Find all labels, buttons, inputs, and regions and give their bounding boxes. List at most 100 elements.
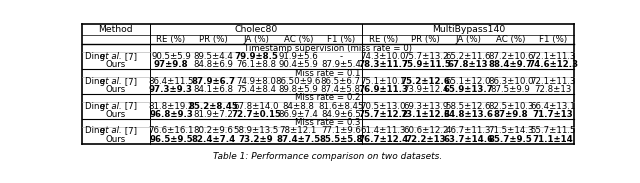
Text: et al.: et al. [100, 102, 122, 111]
Text: -: - [339, 52, 342, 61]
Text: 66.4±13.1: 66.4±13.1 [531, 102, 576, 111]
Text: PR (%): PR (%) [199, 35, 228, 44]
Text: Table 1: Performance comparison on two datasets.: Table 1: Performance comparison on two d… [213, 152, 443, 161]
Text: 74.9±8.0: 74.9±8.0 [236, 77, 276, 86]
Text: 96.5±9.5: 96.5±9.5 [149, 135, 193, 144]
Text: 71.1±14: 71.1±14 [533, 135, 573, 144]
Text: 75.4±8.4: 75.4±8.4 [236, 85, 276, 94]
Text: 76.9±11.3: 76.9±11.3 [358, 85, 408, 94]
Text: 76.1±8.8: 76.1±8.8 [236, 60, 276, 69]
Text: [7]: [7] [122, 102, 137, 111]
Text: 69.3±13.9: 69.3±13.9 [403, 102, 449, 111]
Text: 81.9±7.2: 81.9±7.2 [193, 110, 234, 119]
Text: 86.9±7.4: 86.9±7.4 [278, 110, 318, 119]
Text: 85.2±8.45: 85.2±8.45 [189, 102, 238, 111]
Text: Miss rate = 0.3: Miss rate = 0.3 [295, 118, 361, 127]
Text: 87.4±5.8: 87.4±5.8 [321, 85, 361, 94]
Text: 73.9±12.4: 73.9±12.4 [403, 85, 449, 94]
Text: 87.2±10.6: 87.2±10.6 [488, 52, 534, 61]
Text: 78±12.1: 78±12.1 [280, 126, 317, 135]
Text: Timestamp supervision (miss rate = 0): Timestamp supervision (miss rate = 0) [244, 44, 412, 53]
Text: 71.5±14.3: 71.5±14.3 [488, 126, 534, 135]
Text: 75.9±11.5: 75.9±11.5 [401, 60, 451, 69]
Text: Ding: Ding [84, 102, 108, 111]
Text: 97±9.8: 97±9.8 [154, 60, 188, 69]
Text: 65.1±12.0: 65.1±12.0 [445, 77, 491, 86]
Text: et al.: et al. [100, 52, 122, 61]
Text: 72.2±13: 72.2±13 [406, 135, 446, 144]
Text: 81.6±8.45: 81.6±8.45 [318, 102, 364, 111]
Text: Ours: Ours [106, 135, 126, 144]
Text: 84.8±6.9: 84.8±6.9 [193, 60, 234, 69]
Text: Ding: Ding [84, 126, 108, 135]
Text: 84.1±6.8: 84.1±6.8 [193, 85, 234, 94]
Text: RE (%): RE (%) [156, 35, 186, 44]
Text: 82.4±7.4: 82.4±7.4 [191, 135, 236, 144]
Text: 87.5±9.9: 87.5±9.9 [491, 85, 531, 94]
Text: 74.3±10.0: 74.3±10.0 [360, 52, 406, 61]
Text: 58.9±13.5: 58.9±13.5 [233, 126, 278, 135]
Text: 91.9±5.6: 91.9±5.6 [278, 52, 318, 61]
Text: 67.8±14.0: 67.8±14.0 [233, 102, 278, 111]
Text: 70.5±13.0: 70.5±13.0 [360, 102, 406, 111]
Text: 87.4±7.5: 87.4±7.5 [276, 135, 321, 144]
Text: RE (%): RE (%) [369, 35, 398, 44]
Text: 86.50±9.6: 86.50±9.6 [276, 77, 321, 86]
Text: 65.9±13.7: 65.9±13.7 [444, 85, 493, 94]
Text: 75.7±12.2: 75.7±12.2 [358, 110, 408, 119]
Text: 67.8±13: 67.8±13 [448, 60, 488, 69]
Text: et al.: et al. [100, 126, 122, 135]
Text: 76.7±12.4: 76.7±12.4 [358, 135, 408, 144]
Text: 72.8±13: 72.8±13 [534, 85, 572, 94]
Text: 86.5±6.7: 86.5±6.7 [321, 77, 361, 86]
Text: Ours: Ours [106, 60, 126, 69]
Text: 64.8±13.6: 64.8±13.6 [444, 110, 493, 119]
Text: 90.4±5.9: 90.4±5.9 [278, 60, 318, 69]
Text: MultiBypass140: MultiBypass140 [431, 25, 505, 34]
Text: PR (%): PR (%) [412, 35, 440, 44]
Text: et al.: et al. [100, 77, 122, 86]
Text: 86.3±10.0: 86.3±10.0 [488, 77, 534, 86]
Text: 72.1±11.3: 72.1±11.3 [531, 77, 576, 86]
Text: JA (%): JA (%) [455, 35, 481, 44]
Text: Ours: Ours [106, 85, 126, 94]
Text: 73.2±9: 73.2±9 [239, 135, 273, 144]
Text: 87±9.8: 87±9.8 [493, 110, 528, 119]
Text: 80.2±9.6: 80.2±9.6 [193, 126, 234, 135]
Text: F1 (%): F1 (%) [539, 35, 567, 44]
Text: Ding: Ding [84, 77, 108, 86]
Text: 75.7±13.2: 75.7±13.2 [403, 52, 449, 61]
Text: F1 (%): F1 (%) [327, 35, 355, 44]
Text: 63.7±14.6: 63.7±14.6 [444, 135, 493, 144]
Text: [7]: [7] [122, 77, 137, 86]
Text: 46.7±11.3: 46.7±11.3 [445, 126, 491, 135]
Text: 87.9±6.7: 87.9±6.7 [191, 77, 236, 86]
Text: 65.2±11.6: 65.2±11.6 [445, 52, 491, 61]
Text: 72.1±11.3: 72.1±11.3 [531, 52, 576, 61]
Text: 79.9±8.5: 79.9±8.5 [234, 52, 278, 61]
Text: Ding: Ding [84, 52, 108, 61]
Text: Method: Method [99, 25, 133, 34]
Text: [7]: [7] [122, 52, 137, 61]
Text: 61.4±11.3: 61.4±11.3 [360, 126, 406, 135]
Text: 78.3±11.7: 78.3±11.7 [358, 60, 408, 69]
Text: 81.8±19.2: 81.8±19.2 [148, 102, 194, 111]
Text: 87.9±5.4: 87.9±5.4 [321, 60, 361, 69]
Text: 90.5±5.9: 90.5±5.9 [151, 52, 191, 61]
Text: Cholec80: Cholec80 [234, 25, 278, 34]
Text: AC (%): AC (%) [284, 35, 313, 44]
Text: 84.9±6.5: 84.9±6.5 [321, 110, 361, 119]
Text: [7]: [7] [122, 126, 137, 135]
Text: 75.2±12.6: 75.2±12.6 [401, 77, 451, 86]
Text: Miss rate = 0.1: Miss rate = 0.1 [295, 69, 361, 78]
Text: 73.1±12.3: 73.1±12.3 [401, 110, 451, 119]
Text: 89.5±4.4: 89.5±4.4 [193, 52, 234, 61]
Text: 82.5±10.3: 82.5±10.3 [488, 102, 534, 111]
Text: 89.8±5.9: 89.8±5.9 [278, 85, 318, 94]
Text: 72.7±0.15: 72.7±0.15 [231, 110, 281, 119]
Text: Ours: Ours [106, 110, 126, 119]
Text: 85.7±9.5: 85.7±9.5 [489, 135, 532, 144]
Text: 84±8.8: 84±8.8 [282, 102, 314, 111]
Text: 77.1±9.6: 77.1±9.6 [321, 126, 361, 135]
Text: 76.6±16.1: 76.6±16.1 [148, 126, 194, 135]
